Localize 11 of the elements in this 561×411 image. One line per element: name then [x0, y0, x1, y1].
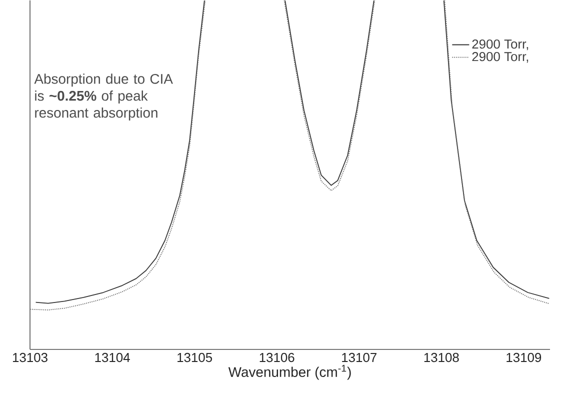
legend-label: 2900 Torr,	[472, 52, 528, 63]
x-tick-label: 13103	[12, 352, 48, 362]
legend-label: 2900 Torr,	[472, 39, 528, 50]
x-tick-label: 13107	[342, 352, 376, 362]
x-tick-label: 13108	[424, 352, 459, 362]
x-tick-label: 13109	[506, 352, 542, 362]
x-tick-label: 13105	[178, 352, 212, 362]
x-tick-label: 13104	[95, 352, 130, 362]
x-tick-label: 13106	[260, 352, 294, 362]
annotation: Absorption due to CIA is ~0.25% of peak resonant absorption	[34, 73, 173, 120]
x-axis-title: Wavenumber (cm$^{-1}$)	[228, 364, 351, 380]
